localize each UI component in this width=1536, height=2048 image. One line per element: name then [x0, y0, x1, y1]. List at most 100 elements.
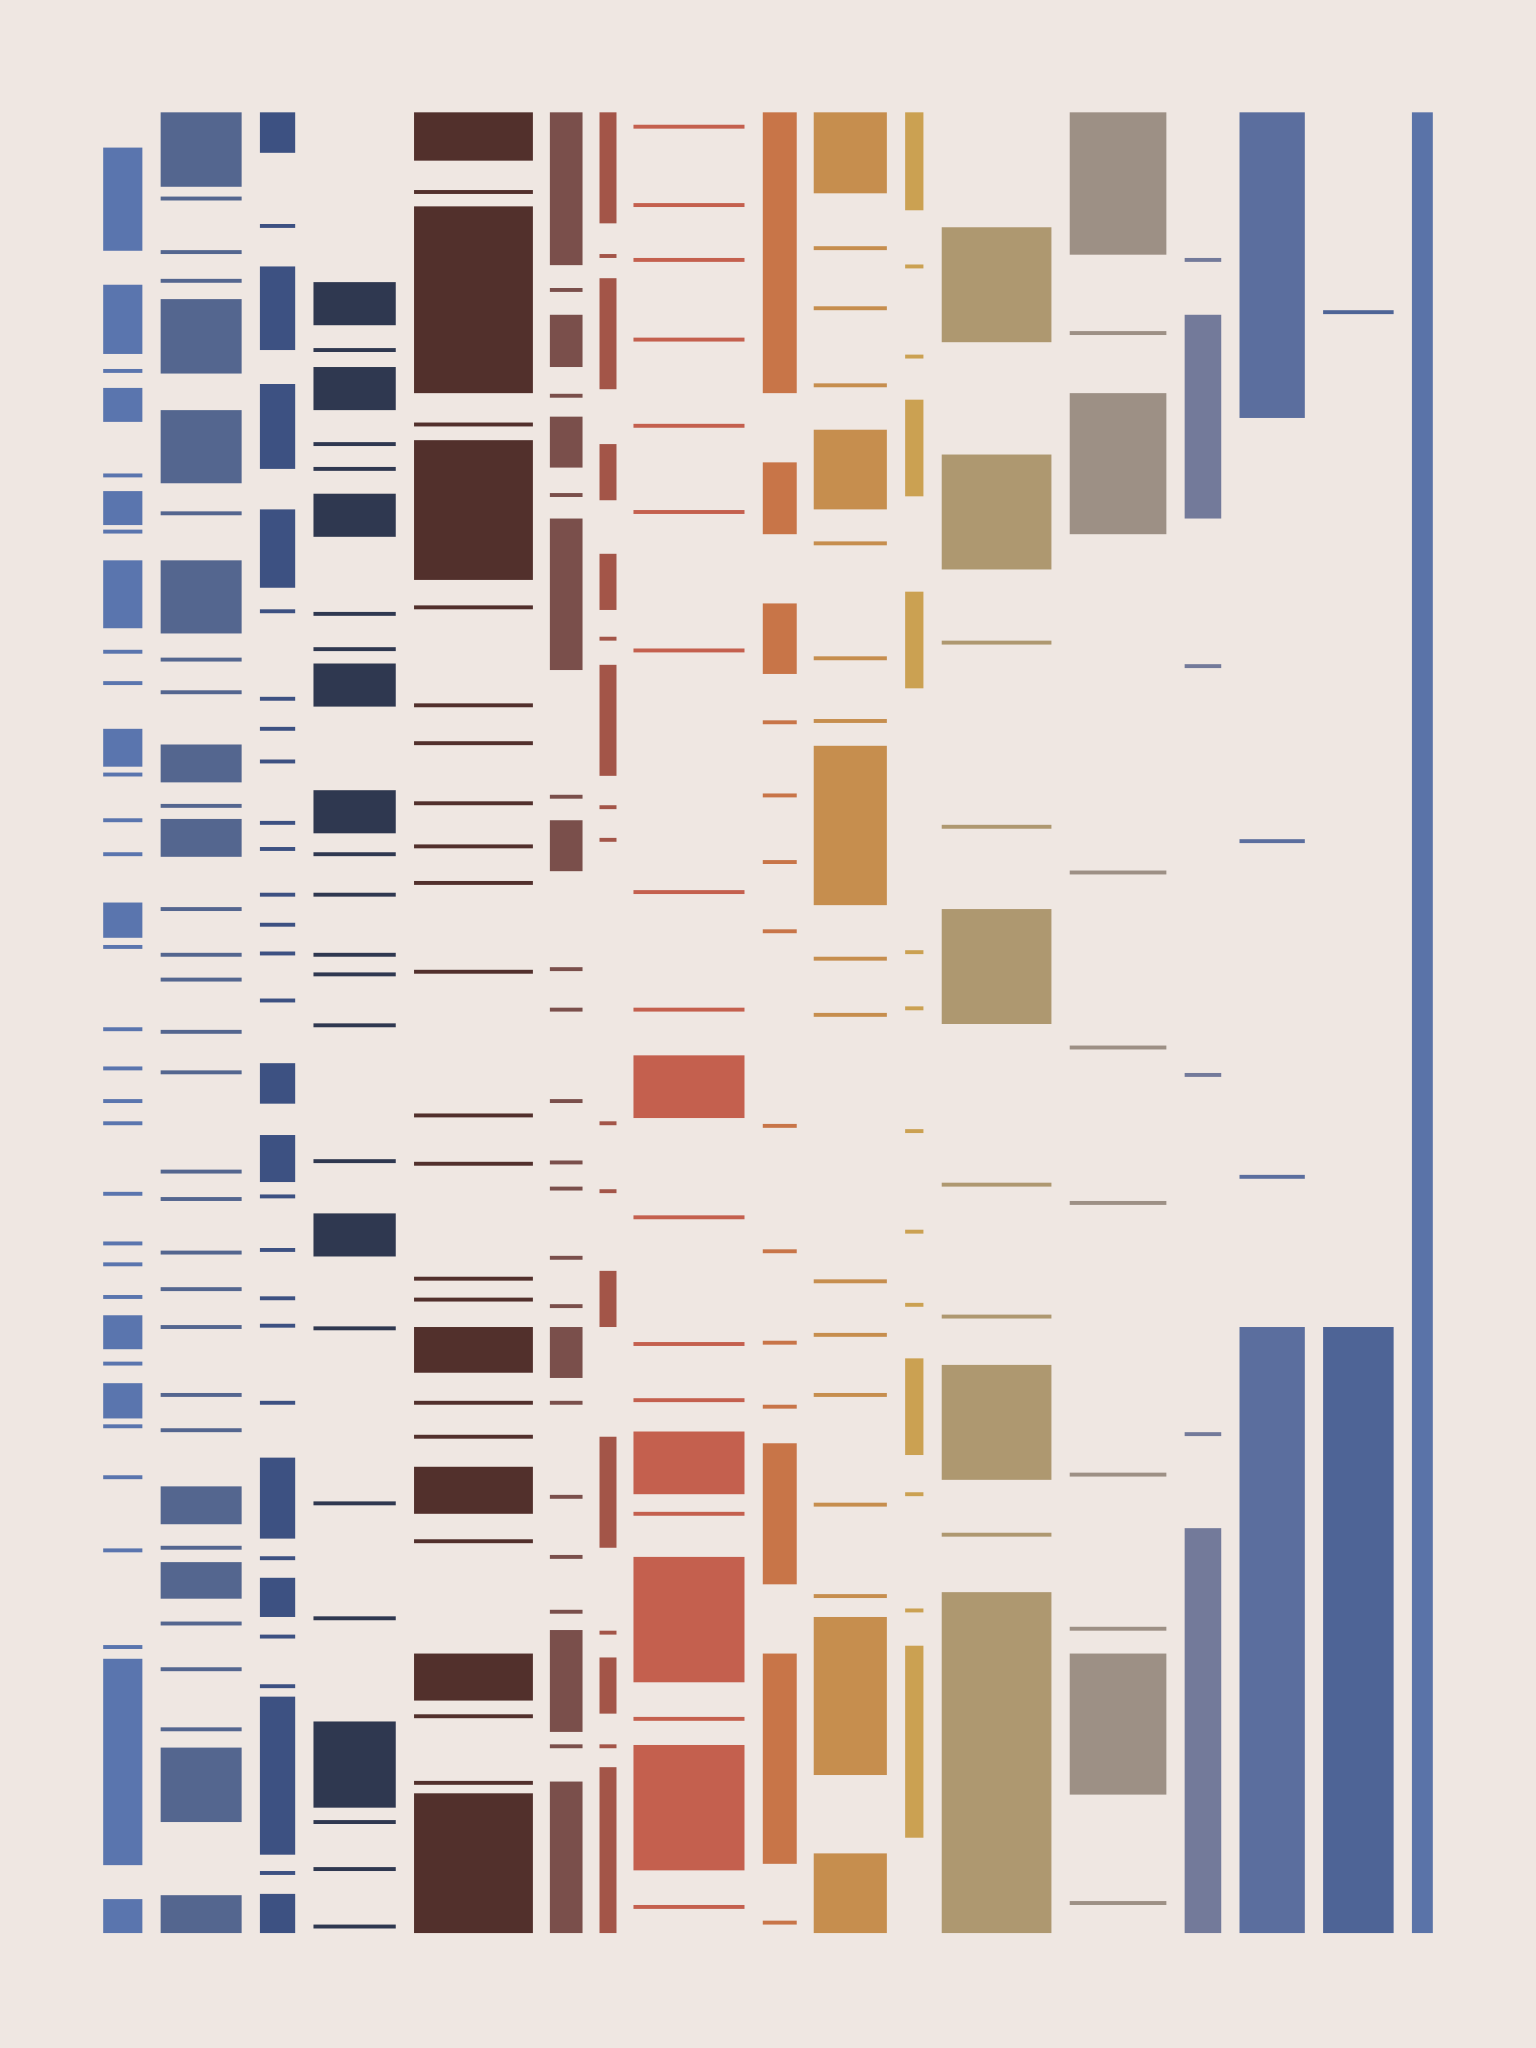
stripe	[813, 246, 887, 251]
stripe	[813, 541, 887, 546]
stripe	[549, 820, 583, 872]
stripe	[549, 1744, 583, 1749]
stripe	[599, 1630, 617, 1635]
stripe	[549, 518, 583, 671]
stripe	[103, 1361, 143, 1366]
stripe	[313, 282, 396, 326]
stripe	[259, 922, 296, 927]
stripe	[633, 1007, 745, 1012]
stripe	[103, 1191, 143, 1196]
stripe	[103, 852, 143, 857]
stripe	[160, 1169, 242, 1174]
stripe	[259, 1457, 296, 1539]
stripe	[259, 1634, 296, 1639]
stripe	[313, 952, 396, 957]
stripe	[259, 509, 296, 588]
stripe	[905, 950, 924, 955]
stripe	[414, 1780, 533, 1785]
stripe	[160, 657, 242, 662]
stripe	[905, 1645, 924, 1838]
stripe	[103, 1658, 143, 1866]
stripe	[905, 591, 924, 689]
stripe	[160, 1621, 242, 1626]
stripe	[414, 844, 533, 849]
stripe	[813, 1392, 887, 1397]
stripe	[599, 254, 617, 258]
stripe	[103, 1099, 143, 1104]
stripe	[160, 1325, 242, 1329]
stripe	[762, 603, 797, 674]
stripe	[633, 1055, 745, 1119]
stripe	[549, 1304, 583, 1309]
stripe	[549, 393, 583, 398]
stripe	[414, 1276, 533, 1281]
stripe	[549, 1609, 583, 1614]
stripe	[160, 511, 242, 516]
stripe	[160, 1486, 242, 1525]
stripe	[313, 1820, 396, 1824]
stripe	[633, 1398, 745, 1403]
stripe	[313, 1501, 396, 1506]
stripe	[313, 466, 396, 471]
stripe	[1069, 1626, 1167, 1631]
stripe	[762, 1123, 797, 1128]
stripe	[160, 410, 242, 484]
stripe	[160, 744, 242, 783]
stripe	[633, 1342, 745, 1346]
stripe	[941, 227, 1052, 343]
stripe	[160, 1895, 242, 1934]
stripe	[103, 473, 143, 478]
stripe	[313, 663, 396, 707]
stripe	[762, 1443, 797, 1585]
stripe	[414, 1793, 533, 1934]
stripe	[1069, 1472, 1167, 1477]
stripe	[549, 1255, 583, 1260]
stripe	[414, 801, 533, 806]
stripe	[549, 1494, 583, 1499]
stripe	[905, 1129, 924, 1134]
stripe	[549, 314, 583, 368]
stripe	[414, 969, 533, 974]
stripe	[414, 112, 533, 161]
stripe	[259, 1135, 296, 1183]
stripe	[633, 423, 745, 428]
stripe	[633, 510, 745, 514]
stripe	[103, 147, 143, 251]
stripe	[941, 454, 1052, 570]
stripe	[633, 203, 745, 208]
stripe	[259, 726, 296, 731]
stripe	[1239, 839, 1305, 844]
stripe	[599, 837, 617, 842]
stripe	[633, 1744, 745, 1871]
stripe	[1069, 112, 1167, 255]
stripe	[414, 1327, 533, 1373]
stripe	[1069, 870, 1167, 875]
stripe	[941, 1364, 1052, 1480]
stripe	[1239, 1327, 1305, 1934]
stripe	[259, 951, 296, 956]
stripe	[103, 902, 143, 938]
stripe	[313, 611, 396, 616]
stripe	[813, 1853, 887, 1934]
stripe	[259, 847, 296, 851]
stripe	[813, 745, 887, 906]
stripe	[313, 1326, 396, 1331]
stripe	[762, 860, 797, 864]
stripe	[103, 1066, 143, 1071]
stripe	[633, 1215, 745, 1220]
stripe	[160, 250, 242, 255]
stripe	[259, 759, 296, 764]
stripe	[762, 1920, 797, 1925]
stripe	[762, 462, 797, 535]
stripe	[414, 1714, 533, 1719]
stripe	[259, 1684, 296, 1689]
stripe	[599, 553, 617, 610]
stripe	[633, 1511, 745, 1516]
stripe	[1184, 314, 1222, 519]
stripe	[599, 1189, 617, 1194]
stripe	[259, 1296, 296, 1301]
stripe	[414, 703, 533, 708]
stripe	[905, 1302, 924, 1307]
stripe	[549, 1554, 583, 1559]
stripe	[414, 741, 533, 746]
